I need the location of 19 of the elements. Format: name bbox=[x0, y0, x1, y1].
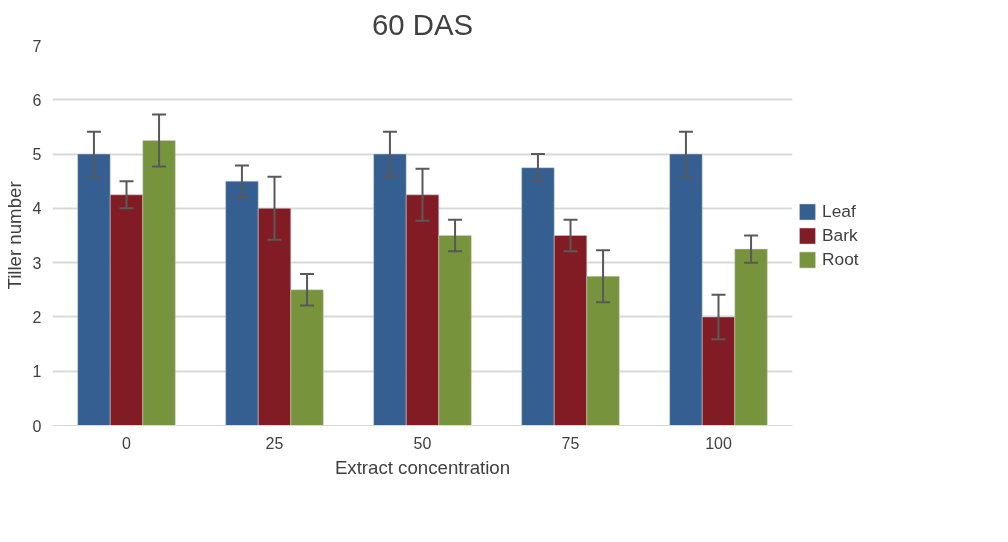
y-tick-label: 1 bbox=[32, 363, 42, 381]
y-axis-title: Tiller number bbox=[3, 181, 25, 290]
y-tick-label: 0 bbox=[32, 417, 42, 435]
x-axis-title: Extract concentration bbox=[334, 456, 511, 478]
x-tick-label: 25 bbox=[265, 434, 284, 452]
legend-label: Root bbox=[822, 248, 859, 270]
x-tick-label: 0 bbox=[122, 434, 132, 452]
chart-title: 60 DAS bbox=[371, 7, 474, 41]
y-tick-label: 5 bbox=[32, 146, 42, 164]
legend-label: Bark bbox=[822, 224, 858, 246]
y-tick-label: 4 bbox=[32, 200, 42, 218]
x-tick-label: 50 bbox=[413, 434, 432, 452]
x-tick-label: 75 bbox=[561, 434, 580, 452]
legend-label: Leaf bbox=[822, 200, 856, 222]
y-tick-label: 2 bbox=[32, 308, 42, 326]
y-tick-label: 7 bbox=[32, 37, 42, 55]
y-tick-label: 6 bbox=[32, 91, 42, 109]
y-tick-label: 3 bbox=[32, 254, 42, 272]
x-tick-label: 100 bbox=[705, 434, 732, 452]
